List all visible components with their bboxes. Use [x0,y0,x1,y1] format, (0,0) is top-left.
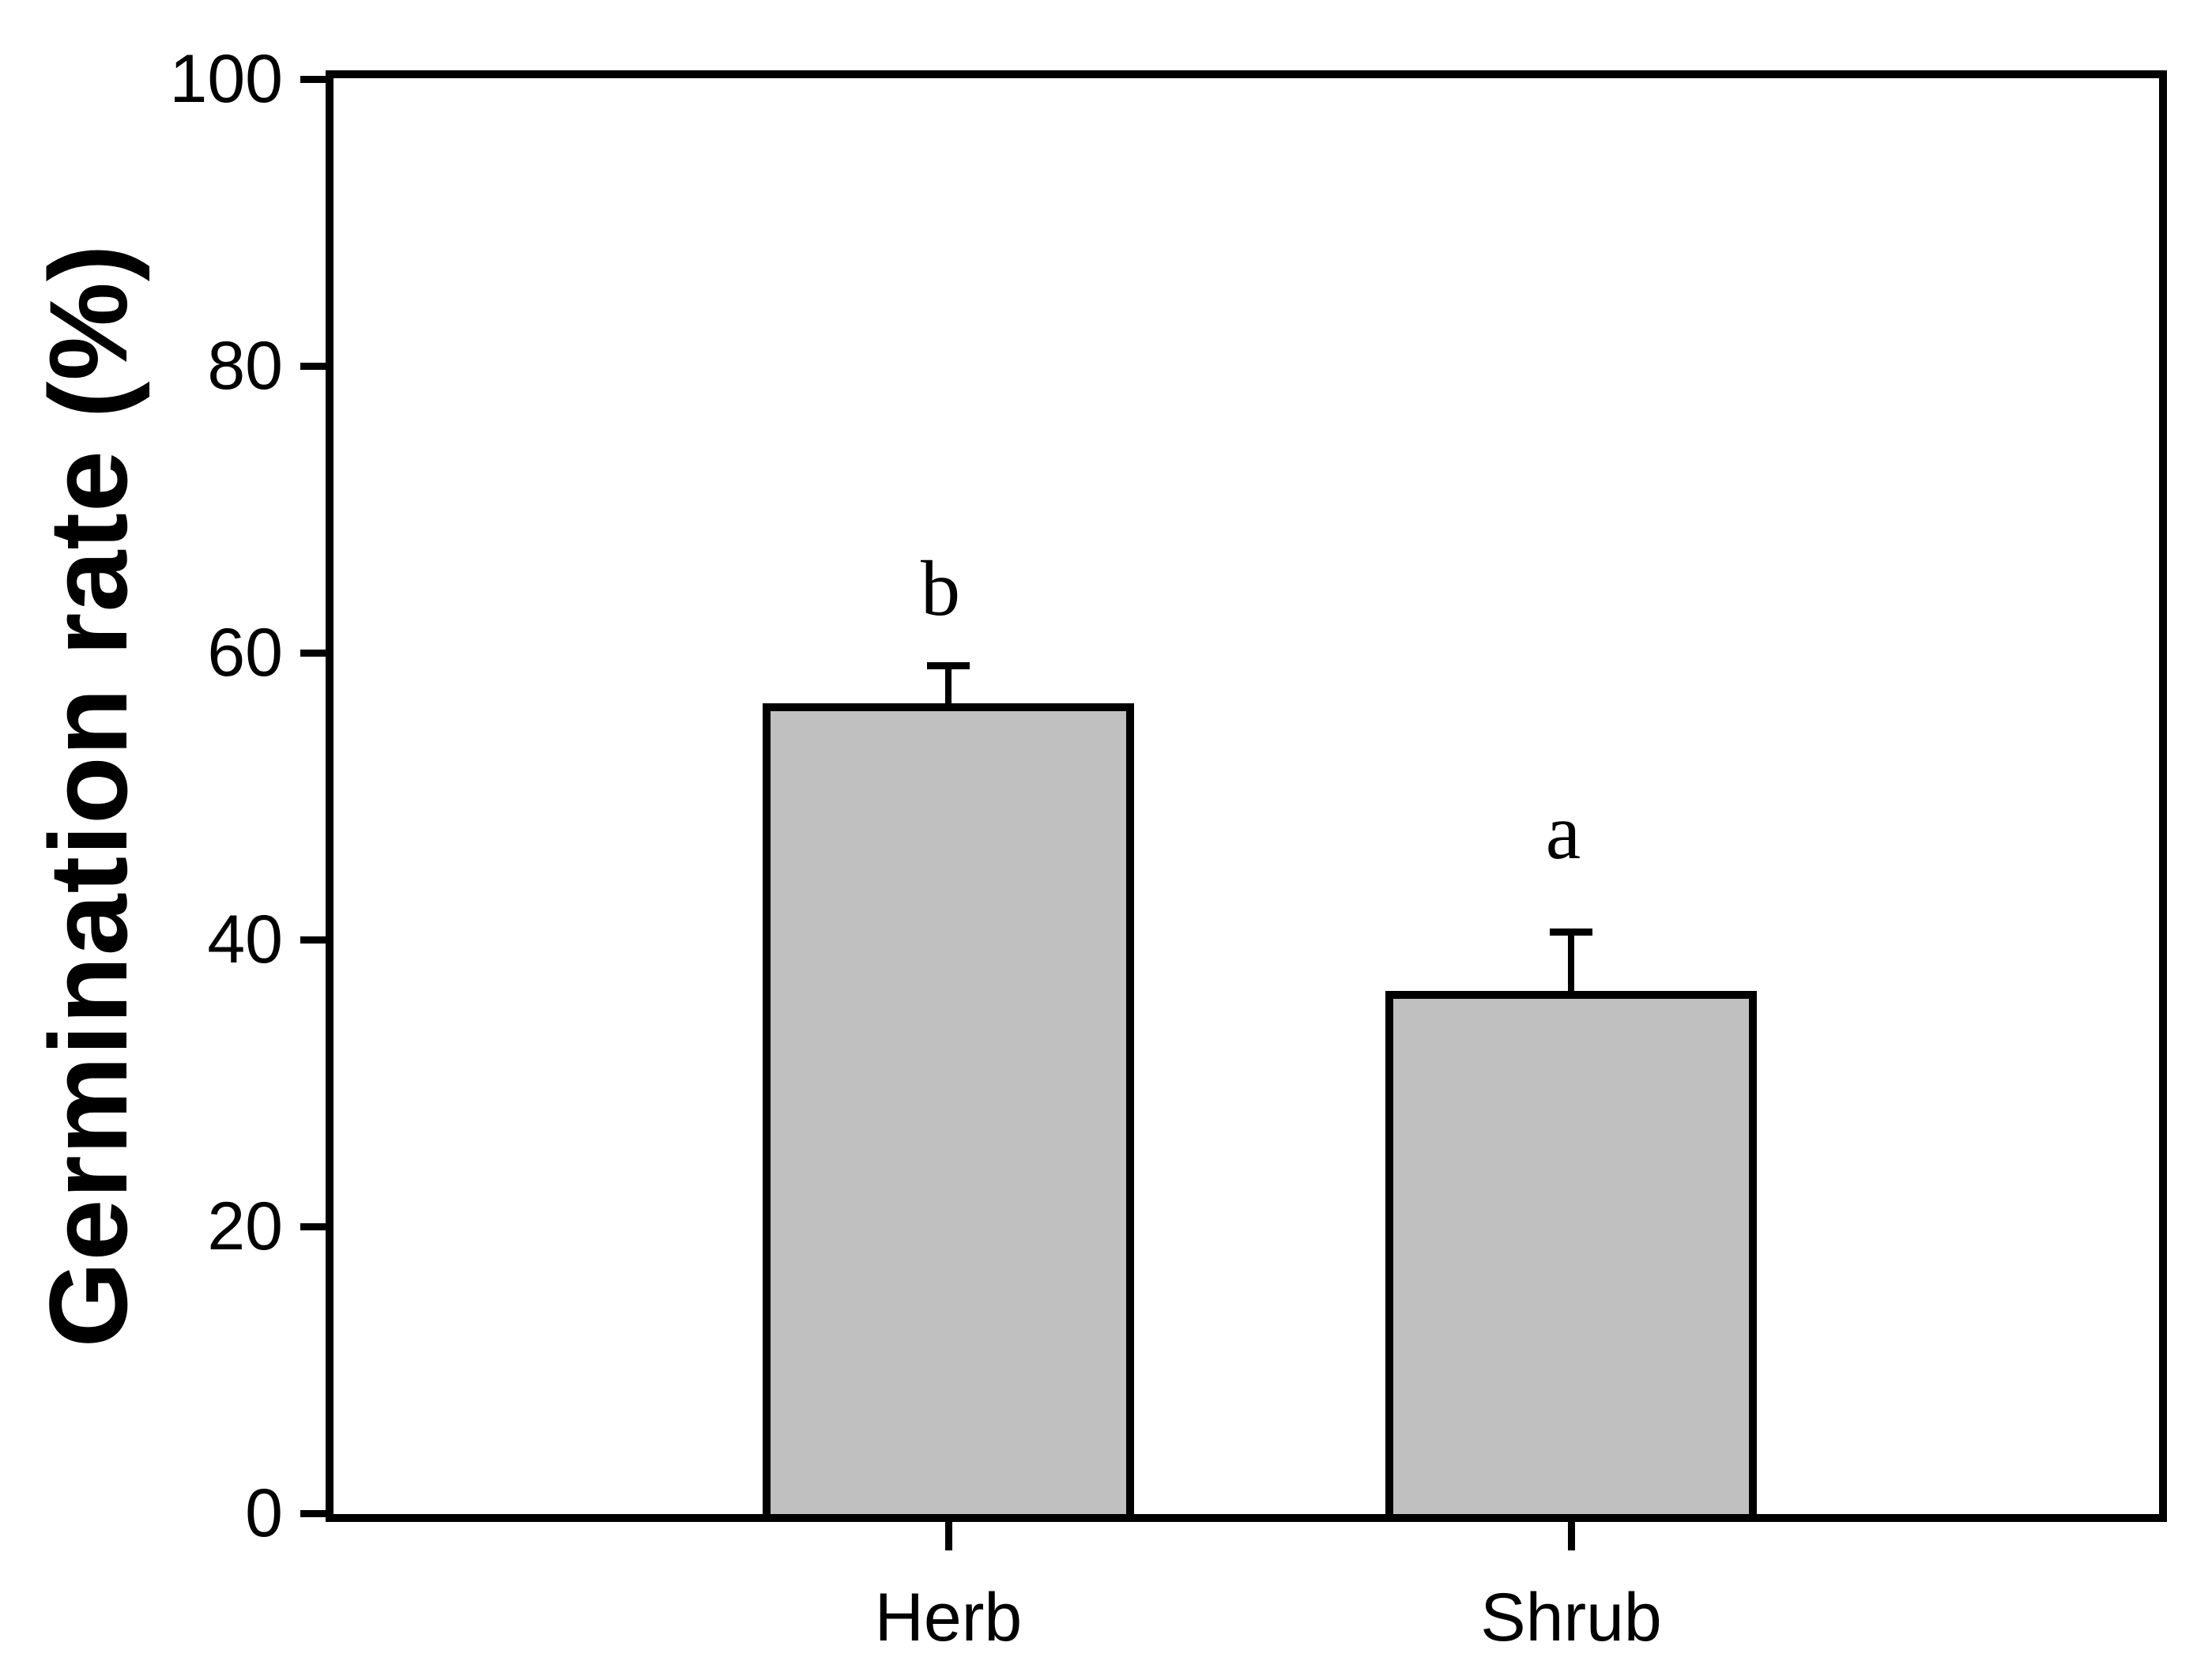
y-axis-tick-0 [300,1509,327,1517]
y-axis-tick-60 [300,649,327,657]
y-axis-tick-label-20: 20 [207,1188,283,1264]
significance-letter-shrub: a [1545,788,1581,876]
error-bar-cap-shrub [1550,929,1592,936]
x-axis-tick-shrub [1567,1522,1575,1550]
y-axis-tick-label-80: 80 [207,328,283,404]
y-axis-tick-label-40: 40 [207,902,283,977]
y-axis-title: Germination rate (%) [26,243,150,1348]
error-bar-cap-herb [927,661,970,669]
y-axis-tick-20 [300,1222,327,1230]
y-axis-tick-label-0: 0 [245,1475,283,1551]
bar-shrub [1385,991,1757,1522]
y-axis-tick-80 [300,362,327,370]
plot-frame [326,70,2167,1522]
error-bar-stem-shrub [1568,932,1574,992]
y-axis-tick-label-60: 60 [207,615,283,691]
error-bar-stem-herb [945,665,952,703]
x-axis-label-herb: Herb [874,1580,1023,1656]
x-axis-tick-herb [944,1522,952,1550]
y-axis-tick-100 [300,75,327,83]
y-axis-tick-40 [300,936,327,944]
y-axis-tick-label-100: 100 [169,41,284,117]
bar-herb [763,703,1134,1522]
significance-letter-herb: b [921,544,960,632]
x-axis-label-shrub: Shrub [1480,1580,1662,1656]
